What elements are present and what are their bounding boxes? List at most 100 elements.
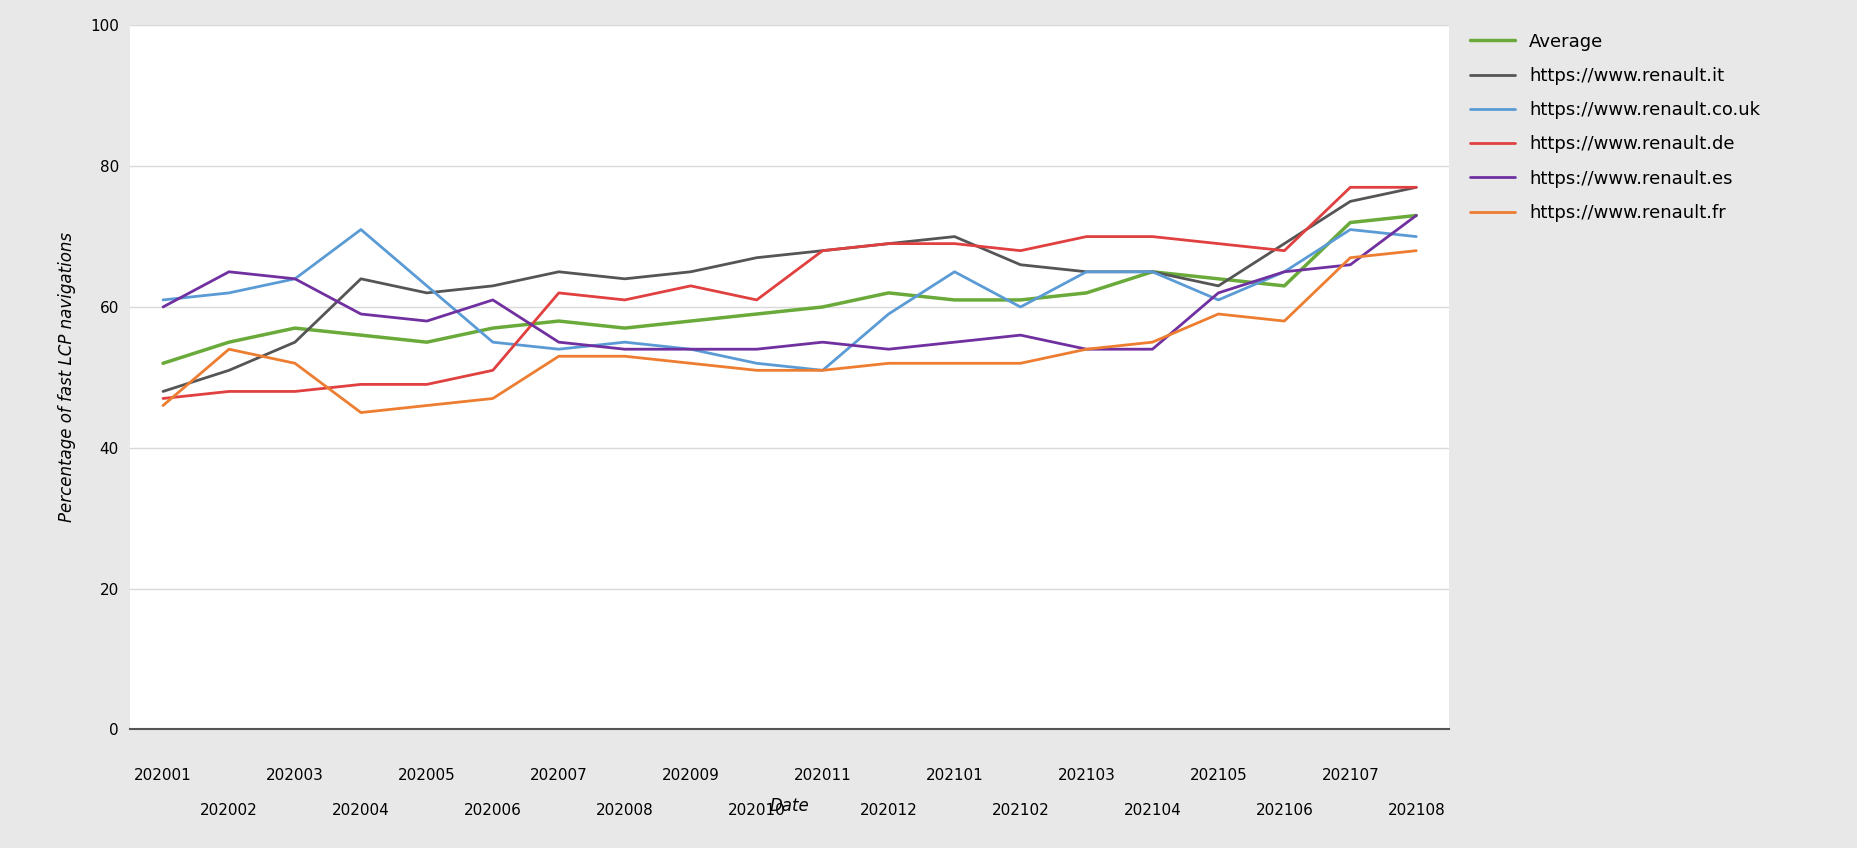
https://www.renault.de [745, 295, 767, 305]
https://www.renault.it [1272, 238, 1294, 248]
https://www.renault.co.uk [217, 287, 240, 298]
https://www.renault.de [284, 387, 306, 397]
https://www.renault.es [1008, 330, 1031, 340]
https://www.renault.co.uk [1140, 266, 1162, 276]
https://www.renault.es [812, 338, 834, 348]
https://www.renault.it [680, 266, 702, 276]
https://www.renault.es [745, 344, 767, 354]
https://www.renault.es [877, 344, 899, 354]
Text: 202003: 202003 [266, 768, 323, 783]
Text: 202107: 202107 [1320, 768, 1378, 783]
Text: 202008: 202008 [596, 803, 654, 818]
https://www.renault.es [349, 309, 371, 319]
https://www.renault.co.uk [1008, 302, 1031, 312]
https://www.renault.de [349, 379, 371, 389]
https://www.renault.co.uk [680, 344, 702, 354]
Average [349, 330, 371, 340]
https://www.renault.de [812, 246, 834, 256]
https://www.renault.fr [349, 408, 371, 418]
https://www.renault.fr [481, 393, 503, 404]
Text: 202104: 202104 [1123, 803, 1181, 818]
Text: 202010: 202010 [728, 803, 786, 818]
Average [877, 287, 899, 298]
https://www.renault.it [217, 365, 240, 376]
Average [613, 323, 635, 333]
https://www.renault.fr [217, 344, 240, 354]
https://www.renault.es [284, 274, 306, 284]
https://www.renault.fr [943, 358, 966, 368]
https://www.renault.co.uk [152, 295, 175, 305]
Average [1404, 210, 1426, 220]
https://www.renault.de [613, 295, 635, 305]
Text: 202012: 202012 [860, 803, 917, 818]
Text: 202106: 202106 [1255, 803, 1313, 818]
https://www.renault.de [1404, 182, 1426, 192]
https://www.renault.it [152, 387, 175, 397]
Text: 202009: 202009 [661, 768, 719, 783]
https://www.renault.co.uk [745, 358, 767, 368]
https://www.renault.fr [152, 400, 175, 410]
https://www.renault.fr [877, 358, 899, 368]
https://www.renault.es [1272, 266, 1294, 276]
Line: https://www.renault.de: https://www.renault.de [163, 187, 1415, 399]
https://www.renault.co.uk [548, 344, 570, 354]
https://www.renault.it [1008, 259, 1031, 270]
Average [548, 316, 570, 326]
https://www.renault.de [1339, 182, 1361, 192]
https://www.renault.fr [1404, 246, 1426, 256]
https://www.renault.es [1140, 344, 1162, 354]
https://www.renault.de [877, 238, 899, 248]
https://www.renault.co.uk [1339, 225, 1361, 235]
https://www.renault.fr [745, 365, 767, 376]
https://www.renault.co.uk [284, 274, 306, 284]
Text: 202101: 202101 [925, 768, 982, 783]
Text: 202105: 202105 [1188, 768, 1246, 783]
https://www.renault.co.uk [481, 338, 503, 348]
Average [1272, 281, 1294, 291]
https://www.renault.co.uk [613, 338, 635, 348]
Average [1140, 266, 1162, 276]
Line: https://www.renault.es: https://www.renault.es [163, 215, 1415, 349]
Text: 202002: 202002 [201, 803, 258, 818]
https://www.renault.it [812, 246, 834, 256]
Average [943, 295, 966, 305]
X-axis label: Date: Date [769, 796, 810, 815]
https://www.renault.fr [416, 400, 438, 410]
Y-axis label: Percentage of fast LCP navigations: Percentage of fast LCP navigations [58, 232, 76, 522]
Line: https://www.renault.fr: https://www.renault.fr [163, 251, 1415, 413]
https://www.renault.it [745, 253, 767, 263]
https://www.renault.fr [680, 358, 702, 368]
https://www.renault.de [1207, 238, 1229, 248]
https://www.renault.es [152, 302, 175, 312]
https://www.renault.fr [613, 351, 635, 361]
https://www.renault.de [416, 379, 438, 389]
https://www.renault.co.uk [1075, 266, 1097, 276]
Average [1008, 295, 1031, 305]
Text: 202011: 202011 [793, 768, 851, 783]
https://www.renault.fr [1339, 253, 1361, 263]
https://www.renault.fr [1008, 358, 1031, 368]
https://www.renault.it [349, 274, 371, 284]
https://www.renault.it [943, 232, 966, 242]
https://www.renault.es [1339, 259, 1361, 270]
https://www.renault.de [943, 238, 966, 248]
https://www.renault.de [217, 387, 240, 397]
https://www.renault.it [877, 238, 899, 248]
https://www.renault.es [680, 344, 702, 354]
https://www.renault.es [1075, 344, 1097, 354]
Text: 202103: 202103 [1057, 768, 1114, 783]
https://www.renault.de [481, 365, 503, 376]
https://www.renault.es [217, 266, 240, 276]
Average [416, 338, 438, 348]
Average [284, 323, 306, 333]
https://www.renault.it [1075, 266, 1097, 276]
Average [745, 309, 767, 319]
https://www.renault.de [1140, 232, 1162, 242]
https://www.renault.de [152, 393, 175, 404]
https://www.renault.co.uk [877, 309, 899, 319]
https://www.renault.co.uk [416, 281, 438, 291]
https://www.renault.co.uk [812, 365, 834, 376]
Text: 202001: 202001 [134, 768, 191, 783]
Average [1075, 287, 1097, 298]
Text: 202102: 202102 [992, 803, 1049, 818]
